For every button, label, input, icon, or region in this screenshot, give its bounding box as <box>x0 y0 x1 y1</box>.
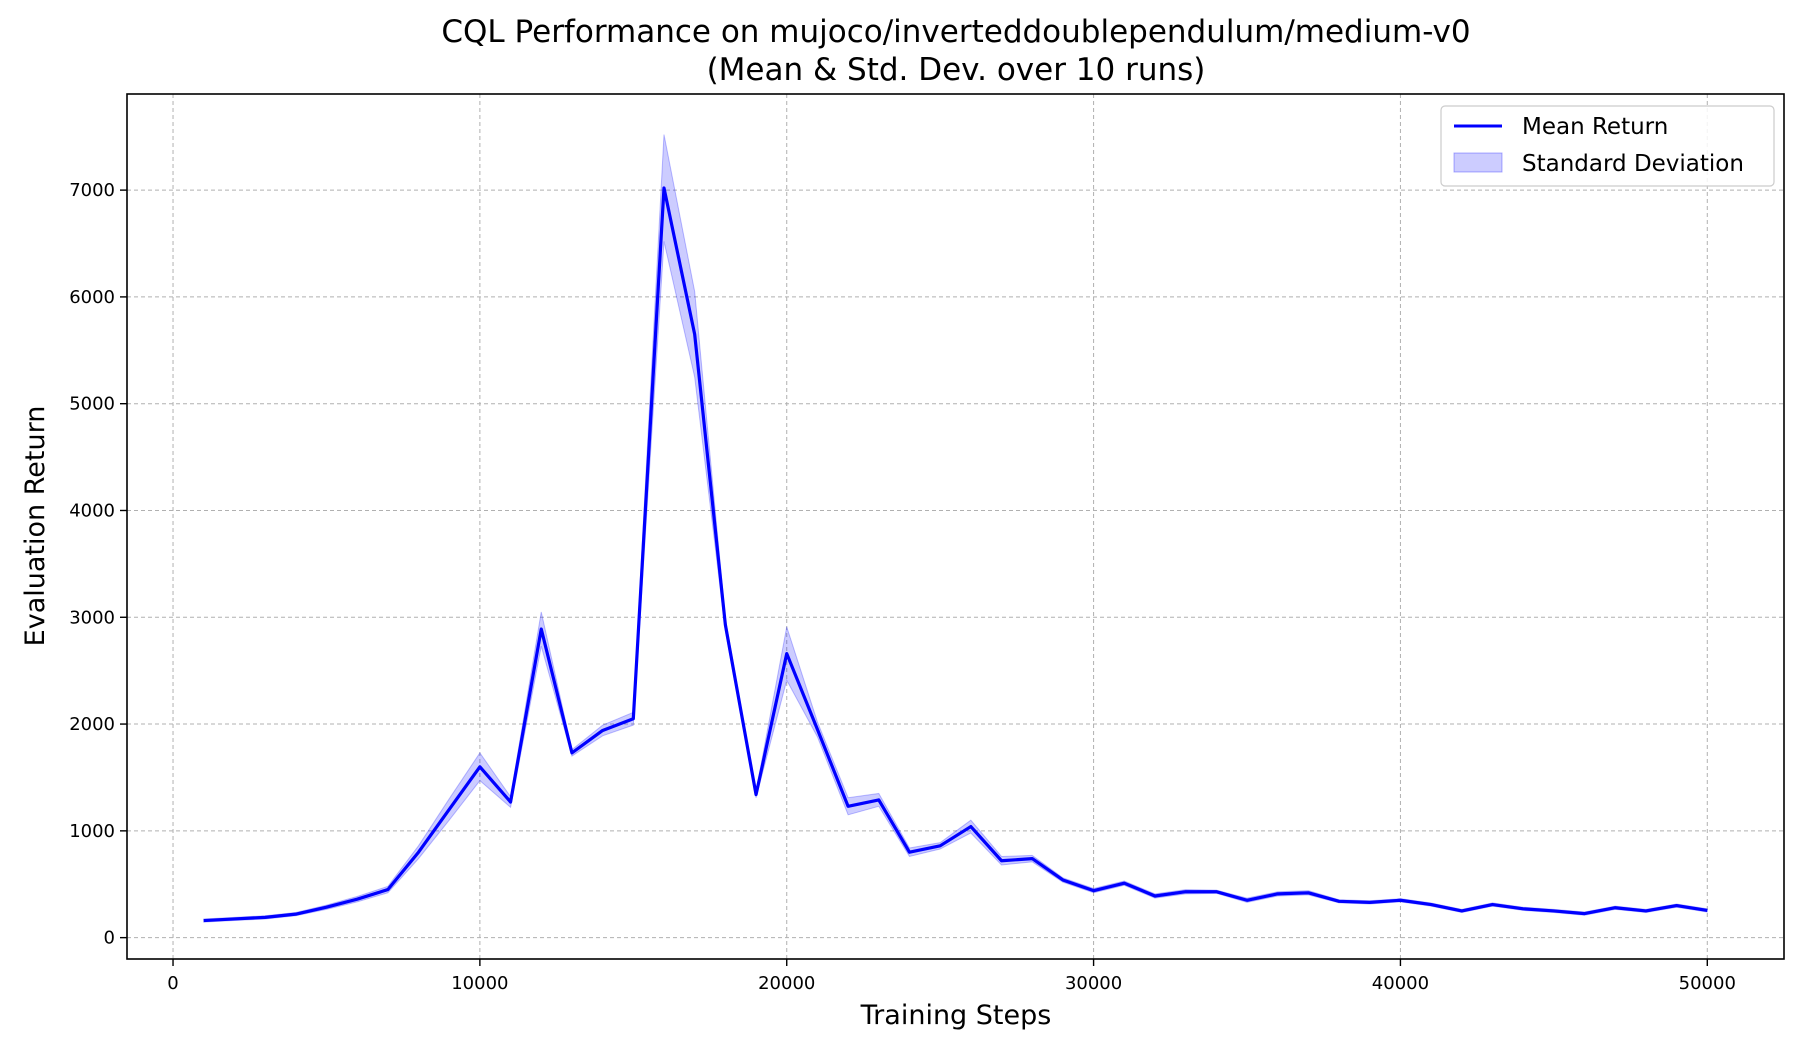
x-axis-label: Training Steps <box>860 1000 1052 1031</box>
grid <box>127 94 1784 959</box>
x-tick-label: 0 <box>167 973 178 994</box>
y-tick-label: 3000 <box>69 607 115 628</box>
std-band <box>203 134 1708 923</box>
y-tick-label: 5000 <box>69 394 115 415</box>
x-tick-label: 50000 <box>1679 973 1736 994</box>
x-tick-label: 10000 <box>451 973 508 994</box>
x-tick-label: 20000 <box>758 973 815 994</box>
y-tick-label: 7000 <box>69 180 115 201</box>
plot-frame <box>126 93 1785 960</box>
legend-label-standard-deviation: Standard Deviation <box>1522 151 1744 177</box>
std-band-layer <box>203 134 1708 923</box>
legend-label-mean-return: Mean Return <box>1522 114 1668 140</box>
x-tick-label: 30000 <box>1065 973 1122 994</box>
chart-title-line-1: CQL Performance on mujoco/inverteddouble… <box>441 14 1470 50</box>
y-tick-label: 1000 <box>69 821 115 842</box>
legend-box <box>1440 105 1775 187</box>
mean-line-layer <box>203 186 1708 923</box>
chart-title-line-2: (Mean & Std. Dev. over 10 runs) <box>707 52 1206 88</box>
mean-return-line <box>203 186 1708 923</box>
x-tick-label: 40000 <box>1372 973 1429 994</box>
y-tick-label: 4000 <box>69 500 115 521</box>
legend-band-swatch <box>1453 152 1503 173</box>
y-axis-label: Evaluation Return <box>20 406 51 647</box>
ticks: 0 10000 20000 30000 40000 50000 0 1000 2000 3000 4… <box>69 180 1736 994</box>
y-tick-label: 6000 <box>69 287 115 308</box>
y-tick-label: 2000 <box>69 714 115 735</box>
legend: Mean Return Standard Deviation <box>1440 105 1775 187</box>
y-tick-label: 0 <box>104 928 115 949</box>
